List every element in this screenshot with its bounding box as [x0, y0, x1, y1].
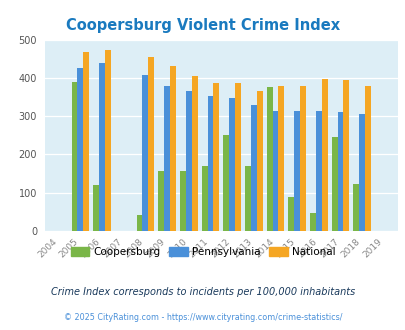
- Bar: [170, 66, 175, 231]
- Bar: [256, 90, 262, 231]
- Bar: [185, 91, 191, 231]
- Bar: [201, 166, 207, 231]
- Bar: [77, 68, 83, 231]
- Bar: [315, 111, 321, 231]
- Bar: [207, 96, 213, 231]
- Bar: [309, 213, 315, 231]
- Bar: [299, 85, 305, 231]
- Bar: [164, 85, 170, 231]
- Text: Crime Index corresponds to incidents per 100,000 inhabitants: Crime Index corresponds to incidents per…: [51, 287, 354, 297]
- Bar: [244, 166, 250, 231]
- Bar: [71, 82, 77, 231]
- Bar: [213, 83, 219, 231]
- Bar: [294, 111, 299, 231]
- Bar: [105, 50, 111, 231]
- Bar: [364, 86, 370, 231]
- Bar: [352, 184, 358, 231]
- Bar: [234, 83, 240, 231]
- Bar: [223, 135, 228, 231]
- Text: Coopersburg Violent Crime Index: Coopersburg Violent Crime Index: [66, 18, 339, 33]
- Bar: [331, 137, 337, 231]
- Bar: [93, 185, 99, 231]
- Bar: [142, 75, 148, 231]
- Bar: [179, 171, 185, 231]
- Legend: Coopersburg, Pennsylvania, National: Coopersburg, Pennsylvania, National: [67, 244, 338, 260]
- Bar: [343, 80, 348, 231]
- Bar: [99, 63, 105, 231]
- Bar: [358, 114, 364, 231]
- Bar: [83, 52, 89, 231]
- Text: © 2025 CityRating.com - https://www.cityrating.com/crime-statistics/: © 2025 CityRating.com - https://www.city…: [64, 313, 341, 322]
- Bar: [321, 79, 327, 231]
- Bar: [228, 98, 234, 231]
- Bar: [266, 87, 272, 231]
- Bar: [191, 76, 197, 231]
- Bar: [272, 111, 278, 231]
- Bar: [337, 112, 343, 231]
- Bar: [148, 57, 154, 231]
- Bar: [278, 86, 284, 231]
- Bar: [250, 106, 256, 231]
- Bar: [288, 197, 294, 231]
- Bar: [158, 171, 164, 231]
- Bar: [136, 214, 142, 231]
